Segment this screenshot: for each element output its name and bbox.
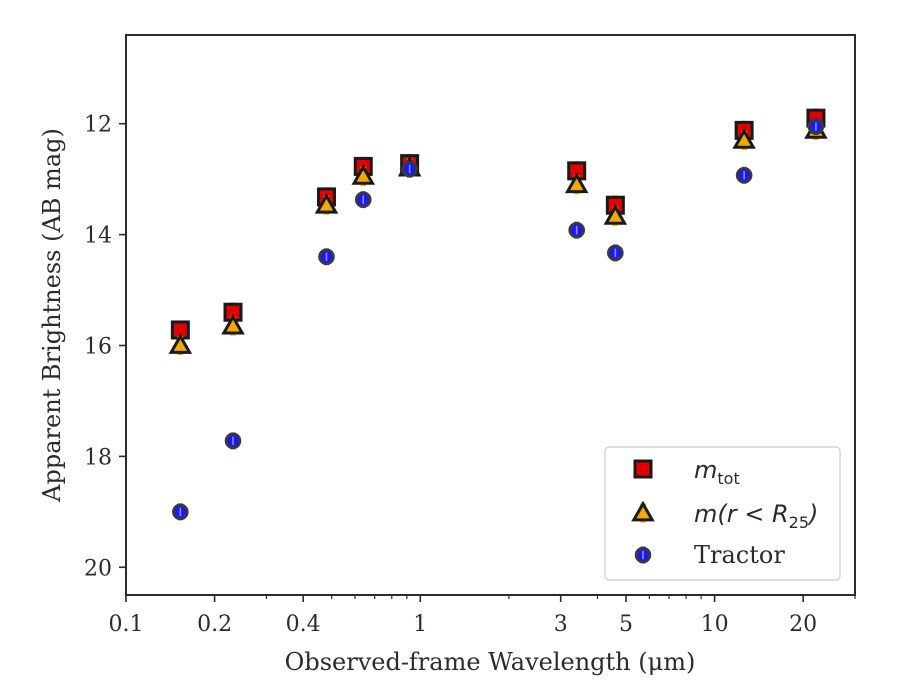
legend-markers [631,459,655,564]
legend-mr25-main: m(r < R [694,500,789,528]
x-tick-label: 5 [619,612,633,637]
legend: mtot m(r < R25) Tractor [604,446,841,581]
x-tick-label: 0.2 [197,612,232,637]
legend-mr25-tail: ) [807,500,818,528]
legend-mtot-sub: tot [717,469,739,488]
x-tick-label: 3 [554,612,568,637]
y-axis-title: Apparent Brightness (AB mag) [38,128,66,503]
legend-label-mr25: m(r < R25) [694,500,818,532]
data-points [168,108,828,521]
mr25-point [168,333,193,354]
x-tick-label: 0.1 [109,612,144,637]
x-tick-label: 1 [413,612,427,637]
legend-mtot-point [633,459,653,479]
y-tick-label: 18 [84,445,112,470]
legend-mr25-point [631,500,655,522]
x-tick-label: 0.4 [286,612,321,637]
mr25-point [314,192,339,214]
x-tick-label: 10 [701,612,729,637]
y-tick-label: 12 [84,113,112,138]
x-axis-ticks: 0.1 0.2 0.4 1 3 5 10 20 [109,595,856,637]
mr25-point [564,172,589,194]
legend-box [604,446,841,581]
legend-label-tractor: Tractor [694,541,785,569]
mr25-point [221,313,245,335]
legend-label-mtot: mtot [694,456,740,488]
plot-frame [125,34,856,596]
x-tick-label: 20 [789,612,817,637]
legend-mtot-main: m [694,456,717,484]
mr25-point [351,164,376,185]
legend-mr25-sub: 25 [789,513,809,532]
x-axis-title: Observed-frame Wavelength (μm) [285,648,696,676]
y-tick-label: 14 [84,224,112,249]
y-tick-label: 16 [84,334,112,359]
mr25-point [732,128,756,149]
y-axis-ticks: 12 14 16 18 20 [84,113,126,581]
y-tick-label: 20 [84,556,112,581]
mr25-point [603,204,628,225]
